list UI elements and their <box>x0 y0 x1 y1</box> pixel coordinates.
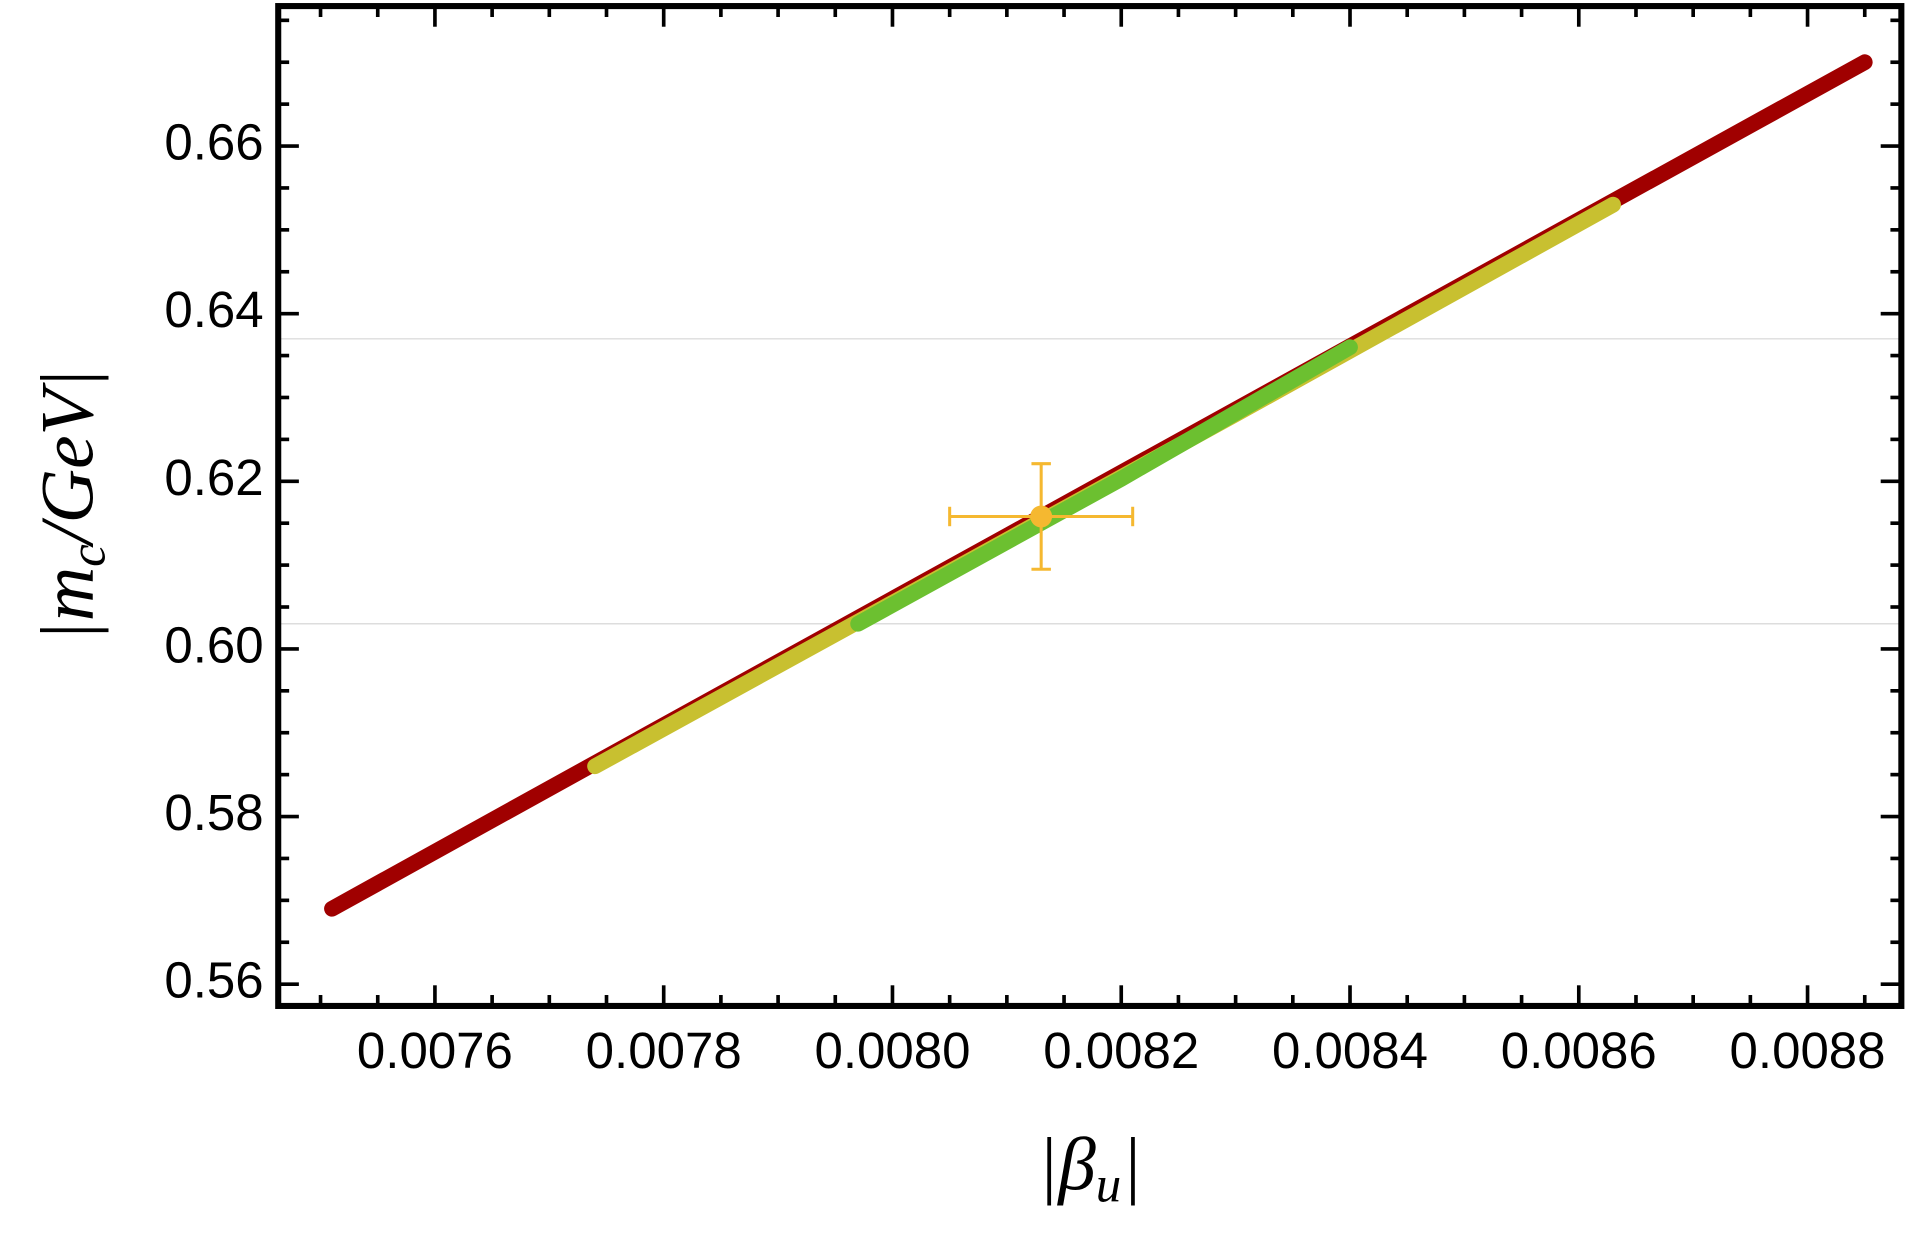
y-tick-label: 0.66 <box>164 114 263 171</box>
y-tick-label: 0.62 <box>164 449 263 506</box>
y-tick-label: 0.58 <box>164 784 263 841</box>
x-label-sub: u <box>1096 1157 1122 1213</box>
x-tick-label: 0.0078 <box>586 1022 742 1079</box>
y-tick-label: 0.64 <box>164 281 263 338</box>
y-axis-label: |mc/GeV| <box>27 369 116 642</box>
x-axis-label: |βu| <box>1038 1124 1142 1213</box>
y-tick-label: 0.60 <box>164 616 263 673</box>
y-label-main: |m <box>27 567 110 642</box>
y-tick-label: 0.56 <box>164 952 263 1009</box>
x-tick-label: 0.0088 <box>1730 1022 1886 1079</box>
x-tick-label: 0.0080 <box>814 1022 970 1079</box>
data-band <box>850 339 1358 632</box>
x-tick-label: 0.0084 <box>1272 1022 1428 1079</box>
plot-frame <box>275 3 1905 1009</box>
x-tick-label: 0.0076 <box>357 1022 513 1079</box>
x-tick-label: 0.0086 <box>1501 1022 1657 1079</box>
y-label-end: /GeV| <box>27 369 110 548</box>
data-point <box>1030 505 1053 528</box>
x-label-end: | <box>1121 1124 1142 1207</box>
x-label-main: |β <box>1038 1124 1097 1207</box>
x-tick-label: 0.0082 <box>1043 1022 1199 1079</box>
y-label-sub: c <box>60 544 116 567</box>
